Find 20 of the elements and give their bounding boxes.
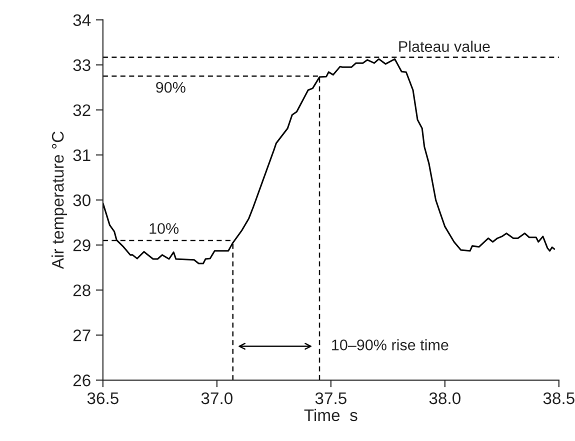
x-tick-label: 38.0 xyxy=(429,392,460,404)
y-tick-label: 30 xyxy=(73,194,90,206)
x-tick-label: 37.5 xyxy=(315,392,346,404)
y-axis-title: Air temperature °C xyxy=(51,132,68,270)
annotation: 90% xyxy=(156,82,186,93)
annotation: 10% xyxy=(150,223,179,234)
x-tick-label: 36.5 xyxy=(87,392,118,404)
x-axis-title: Time s xyxy=(304,408,358,422)
y-tick-label: 26 xyxy=(73,374,90,386)
y-tick-label: 34 xyxy=(73,14,91,26)
y-tick-label: 27 xyxy=(73,330,90,342)
annotation: 10–90% rise time xyxy=(332,339,448,350)
y-tick-label: 33 xyxy=(73,59,90,72)
ref-line-label: Plateau value xyxy=(399,40,490,52)
x-tick-label: 38.5 xyxy=(543,392,574,404)
y-tick-label: 29 xyxy=(73,239,90,252)
y-tick-label: 32 xyxy=(73,104,90,116)
y-tick-label: 28 xyxy=(73,284,90,296)
x-tick-label: 37.0 xyxy=(201,392,232,404)
y-tick-label: 31 xyxy=(73,149,90,162)
